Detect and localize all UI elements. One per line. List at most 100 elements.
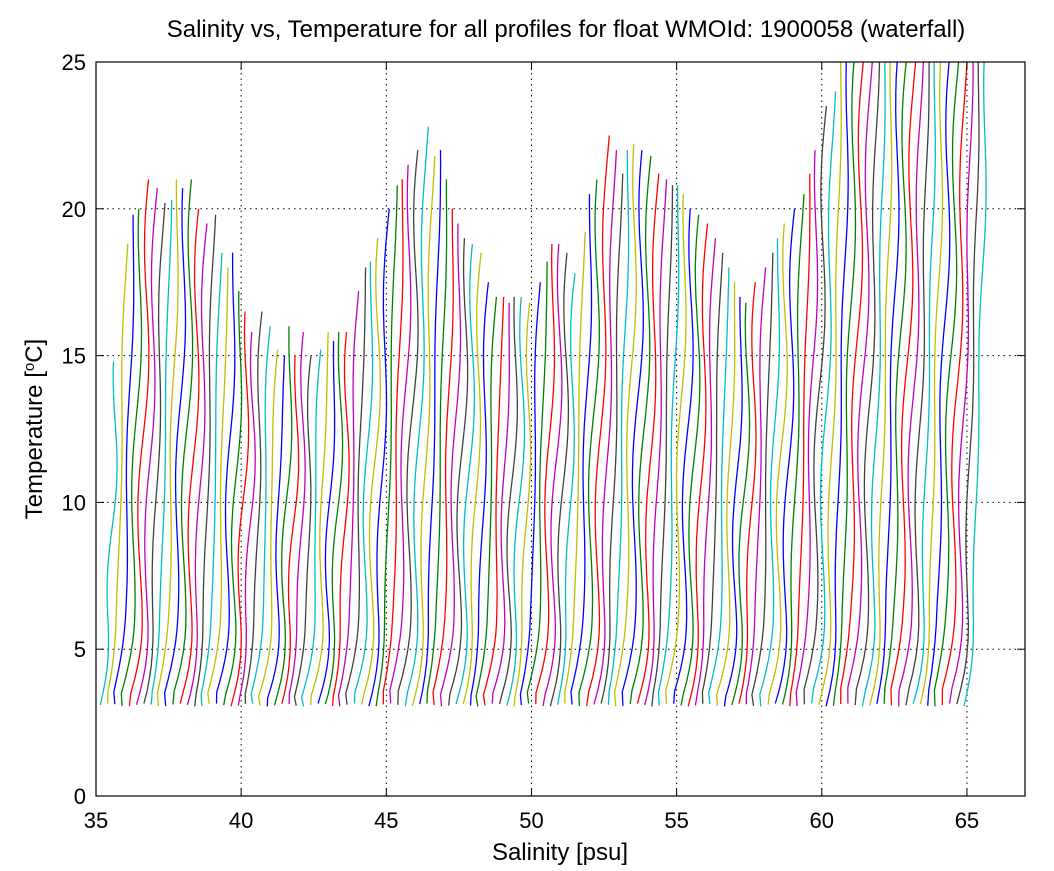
profile-line — [331, 332, 350, 707]
profile-line — [621, 150, 644, 706]
profile-line — [353, 261, 374, 704]
profile-line — [795, 150, 819, 707]
plot-frame — [95, 61, 1026, 797]
profile-line — [600, 173, 624, 704]
profile-line — [200, 252, 223, 706]
profile-line — [912, 62, 936, 704]
profile-line — [570, 194, 593, 705]
profile-line — [156, 179, 179, 707]
profile-line — [498, 296, 518, 705]
y-axis-ticks: 0 5 10 15 20 25 — [62, 50, 1025, 809]
profile-line — [883, 62, 907, 704]
profile-line — [898, 62, 925, 707]
profile-line — [150, 199, 173, 705]
profile-line — [869, 62, 893, 706]
chart-title: Salinity vs, Temperature for all profile… — [167, 16, 966, 43]
profile-line — [163, 188, 187, 707]
profile-line — [257, 349, 279, 706]
profile-line — [905, 62, 930, 706]
profile-line — [432, 208, 454, 706]
profile-line — [237, 332, 256, 706]
profile-line — [673, 208, 694, 704]
profile-line — [738, 282, 757, 704]
profile-line — [745, 267, 767, 705]
x-axis-ticks: 35 40 45 50 55 60 65 — [84, 62, 979, 833]
profile-line — [244, 311, 263, 704]
profile-line — [250, 326, 271, 704]
profile-line — [963, 62, 987, 707]
profile-line — [585, 135, 610, 707]
profile-line — [556, 273, 576, 705]
profile-line — [854, 62, 881, 706]
profile-line — [781, 194, 805, 705]
profile-line — [317, 340, 336, 704]
profile-line — [657, 185, 680, 706]
profile-line — [680, 214, 701, 706]
profile-line — [644, 179, 668, 706]
profile-line — [593, 150, 618, 705]
profile-line — [419, 150, 442, 705]
profile-line — [475, 296, 498, 707]
profile-line — [404, 126, 429, 707]
profile-line — [526, 261, 548, 704]
profile-line — [731, 302, 751, 706]
profile-line — [629, 155, 652, 705]
profile-line — [919, 62, 944, 705]
profile-line — [876, 62, 900, 705]
profile-line — [99, 361, 118, 706]
profile-line — [774, 208, 796, 704]
x-tick-label: 45 — [374, 808, 398, 833]
profile-line — [542, 243, 563, 707]
y-tick-label: 20 — [62, 197, 86, 222]
x-tick-label: 35 — [84, 808, 108, 833]
profile-line — [375, 185, 398, 707]
profile-line — [861, 62, 886, 707]
profile-line — [106, 243, 129, 704]
profile-line — [825, 62, 849, 707]
x-tick-label: 40 — [229, 808, 253, 833]
profile-line — [439, 223, 462, 707]
profile-line — [281, 355, 300, 704]
profile-line — [535, 243, 556, 705]
x-tick-label: 55 — [664, 808, 688, 833]
profile-line — [751, 252, 774, 707]
profile-line — [513, 302, 532, 707]
profile-line — [426, 179, 448, 704]
profile-line — [941, 62, 968, 706]
y-tick-label: 15 — [62, 344, 86, 369]
profile-line — [448, 238, 469, 706]
profile-line — [337, 290, 360, 707]
profile-line — [179, 208, 200, 704]
profile-line — [707, 267, 730, 705]
profile-line — [803, 105, 828, 705]
profiles — [99, 62, 987, 707]
profile-line — [113, 214, 135, 705]
y-tick-label: 10 — [62, 490, 86, 515]
profile-line — [840, 62, 864, 705]
profile-line — [701, 252, 724, 704]
x-tick-label: 65 — [955, 808, 979, 833]
profile-line — [462, 252, 482, 704]
profile-line — [933, 62, 960, 707]
profile-line — [607, 150, 630, 705]
profile-line — [687, 223, 709, 707]
profile-line — [759, 238, 781, 707]
profile-line — [411, 155, 436, 707]
y-tick-label: 25 — [62, 50, 86, 75]
profile-line — [266, 355, 286, 707]
profile-line — [194, 214, 217, 707]
profile-line — [927, 62, 951, 706]
profile-line — [613, 144, 637, 707]
profile-line — [789, 173, 811, 707]
profile-line — [223, 290, 243, 706]
profile-line — [368, 208, 390, 707]
profile-line — [519, 282, 541, 706]
profile-line — [564, 232, 586, 704]
profile-line — [310, 332, 329, 706]
y-axis-label: Temperature [oC] — [21, 339, 49, 519]
profile-line — [956, 62, 980, 705]
profile-line — [382, 179, 404, 705]
profile-line — [491, 302, 510, 704]
profile-line — [810, 91, 837, 704]
